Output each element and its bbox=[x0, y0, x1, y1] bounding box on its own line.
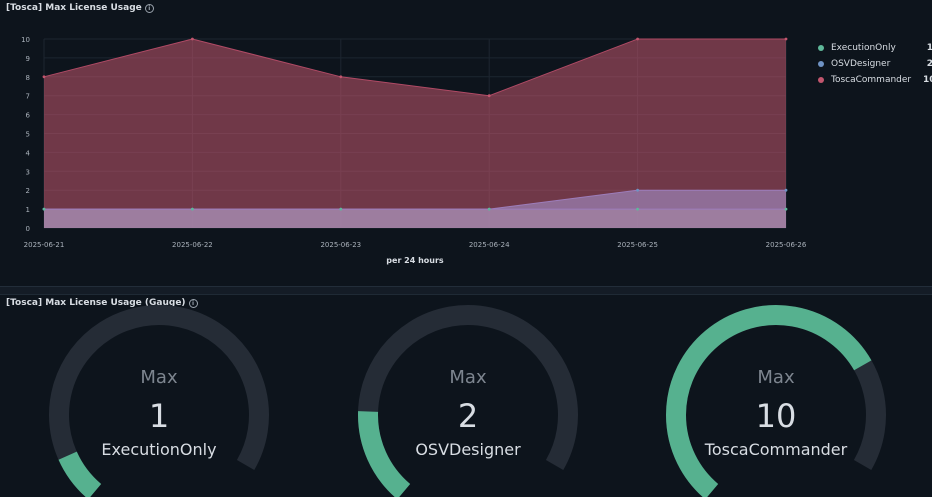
x-axis-label: per 24 hours bbox=[386, 256, 444, 265]
gauge-value: 2 bbox=[457, 397, 479, 435]
chart-panel: [Tosca] Max License Usage i 0 1 2 3 4 5 6 7 8 9 10… bbox=[0, 0, 932, 286]
x-tick-label: 2025-06-25 bbox=[617, 241, 658, 249]
y-tick-label: 0 bbox=[26, 225, 30, 233]
gauge-fill bbox=[666, 305, 872, 497]
legend-series-name: OSVDesigner bbox=[831, 59, 891, 69]
gauge-label: Max bbox=[757, 367, 795, 388]
legend-dot bbox=[818, 45, 824, 51]
x-tick-label: 2025-06-26 bbox=[766, 241, 807, 249]
panel-separator bbox=[0, 286, 932, 295]
y-tick-label: 4 bbox=[26, 149, 31, 157]
gauge-panel-title[interactable]: [Tosca] Max License Usage (Gauge) i bbox=[6, 298, 198, 308]
gauge-value: 10 bbox=[755, 397, 797, 435]
gauge-track bbox=[49, 305, 269, 497]
legend-item-ExecutionOnly[interactable]: ExecutionOnly 1 bbox=[818, 40, 932, 56]
info-icon[interactable]: i bbox=[188, 298, 198, 308]
legend-item-OSVDesigner[interactable]: OSVDesigner 2 bbox=[818, 56, 932, 72]
point-ExecutionOnly bbox=[339, 207, 343, 211]
gauge-fill bbox=[58, 451, 102, 497]
y-tick-label: 6 bbox=[26, 112, 31, 120]
y-tick-label: 1 bbox=[26, 206, 30, 214]
legend-series-name: ExecutionOnly bbox=[831, 43, 896, 53]
x-tick-label: 2025-06-22 bbox=[172, 241, 213, 249]
gauge-ExecutionOnly[interactable] bbox=[0, 295, 932, 497]
y-tick-label: 3 bbox=[26, 168, 30, 176]
point-OSVDesigner bbox=[636, 188, 639, 192]
area-ToscaCommander bbox=[44, 39, 786, 228]
legend-series-name: ToscaCommander bbox=[831, 75, 912, 85]
point-ToscaCommander bbox=[42, 75, 46, 79]
legend-series-value: 2 bbox=[926, 59, 932, 69]
x-tick-label: 2025-06-21 bbox=[24, 241, 65, 249]
gauge-ToscaCommander[interactable] bbox=[0, 295, 932, 497]
gauge-title-text: [Tosca] Max License Usage (Gauge) bbox=[6, 298, 186, 308]
y-tick-label: 9 bbox=[26, 55, 30, 63]
y-tick-label: 7 bbox=[26, 93, 30, 101]
y-tick-label: 2 bbox=[26, 187, 30, 195]
gauge-series-name: ExecutionOnly bbox=[101, 440, 217, 459]
point-ExecutionOnly bbox=[636, 207, 639, 211]
point-ExecutionOnly bbox=[487, 207, 491, 211]
info-icon[interactable]: i bbox=[144, 3, 154, 13]
legend-series-value: 1 bbox=[926, 43, 932, 53]
gauge-label: Max bbox=[140, 367, 178, 388]
area-ExecutionOnly bbox=[44, 209, 786, 228]
chart-legend: ExecutionOnly 1 OSVDesigner 2 ToscaCommander… bbox=[818, 40, 932, 88]
point-ExecutionOnly bbox=[42, 207, 46, 211]
point-ExecutionOnly bbox=[784, 207, 788, 211]
point-OSVDesigner bbox=[784, 188, 788, 192]
chart-title-text: [Tosca] Max License Usage bbox=[6, 3, 142, 13]
line-ToscaCommander bbox=[43, 38, 786, 97]
legend-dot bbox=[818, 61, 824, 67]
point-ToscaCommander bbox=[339, 75, 343, 79]
legend-series-value: 10 bbox=[923, 75, 932, 85]
area-chart[interactable]: 0 1 2 3 4 5 6 7 8 9 10 2025-06-21 2025-06-22 2025-06-… bbox=[0, 0, 932, 286]
gauge-OSVDesigner[interactable] bbox=[0, 295, 932, 497]
y-tick-label: 5 bbox=[26, 131, 30, 139]
gauge-label: Max bbox=[449, 367, 487, 388]
legend-item-ToscaCommander[interactable]: ToscaCommander 10 bbox=[818, 72, 932, 88]
y-tick-label: 8 bbox=[26, 74, 30, 82]
x-tick-label: 2025-06-23 bbox=[320, 241, 361, 249]
point-ToscaCommander bbox=[487, 94, 491, 98]
gauge-value: 1 bbox=[148, 397, 170, 435]
x-tick-label: 2025-06-24 bbox=[469, 241, 510, 249]
point-ToscaCommander bbox=[636, 37, 639, 41]
gauge-fill bbox=[358, 411, 411, 497]
point-ExecutionOnly bbox=[191, 207, 194, 211]
gauge-series-name: ToscaCommander bbox=[704, 440, 848, 459]
point-ToscaCommander bbox=[784, 37, 788, 41]
gauge-panel: [Tosca] Max License Usage (Gauge) i Max 1… bbox=[0, 294, 932, 497]
y-tick-label: 10 bbox=[21, 36, 30, 44]
point-ToscaCommander bbox=[191, 37, 194, 41]
gauge-series-name: OSVDesigner bbox=[415, 440, 521, 459]
chart-panel-title[interactable]: [Tosca] Max License Usage i bbox=[6, 3, 154, 13]
legend-dot bbox=[818, 77, 824, 83]
